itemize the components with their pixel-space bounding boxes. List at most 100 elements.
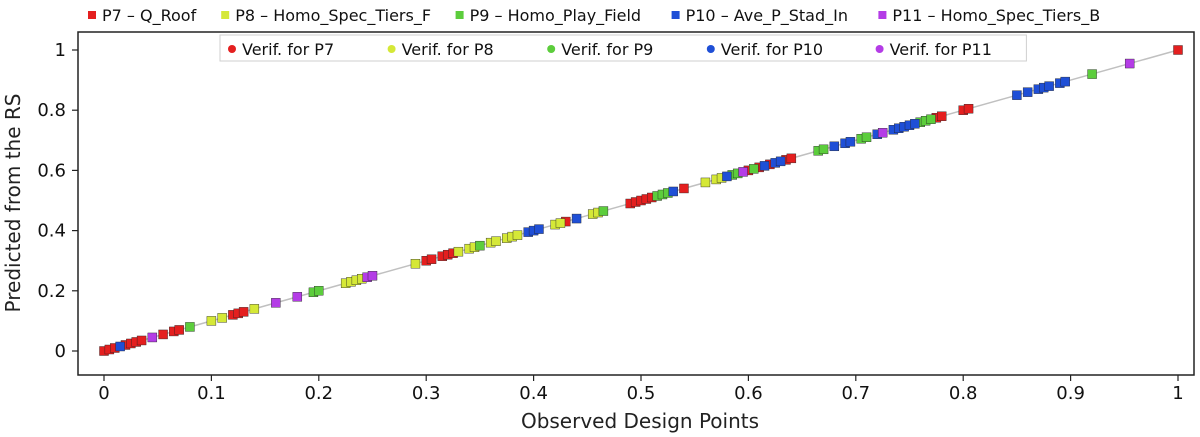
- data-point: [1124, 58, 1135, 69]
- legend-marker-circle: [706, 45, 715, 53]
- data-point: [749, 164, 759, 174]
- data-point: [700, 177, 711, 188]
- data-point: [206, 316, 217, 326]
- legend-label: Verif. for P10: [721, 40, 823, 59]
- legend-item[interactable]: P8 – Homo_Spec_Tiers_F: [221, 6, 431, 26]
- data-point: [426, 254, 437, 264]
- data-point: [534, 224, 544, 234]
- legend-marker-circle: [387, 45, 396, 53]
- data-point: [1173, 45, 1183, 55]
- x-tick-label: 0.7: [841, 383, 870, 404]
- legend-item-verification[interactable]: Verif. for P8: [387, 40, 494, 59]
- data-point: [249, 304, 260, 314]
- data-point: [775, 156, 786, 167]
- data-point: [937, 111, 947, 121]
- data-point: [679, 183, 689, 194]
- data-point: [786, 153, 797, 164]
- data-point: [963, 103, 974, 114]
- legend-label: P10 – Ave_P_Stad_In: [686, 6, 848, 26]
- x-tick-label: 0.2: [304, 383, 333, 404]
- data-point: [367, 271, 378, 281]
- x-tick-label: 1: [1172, 383, 1183, 404]
- data-point: [1012, 90, 1022, 100]
- legend-item-verification[interactable]: Verif. for P7: [228, 40, 334, 59]
- legend-item-verification[interactable]: Verif. for P11: [875, 40, 992, 59]
- data-point: [475, 240, 485, 251]
- legend-item[interactable]: P9 – Homo_Play_Field: [455, 6, 641, 26]
- data-point: [926, 114, 936, 124]
- axis-ticks: 0 0.1 0.2 0.3 0.4 0.5 0.6 0.7 0.8 0.9 1 0 0.2 0.4 0.6 0…: [37, 40, 1183, 404]
- legend-label: P8 – Homo_Spec_Tiers_F: [235, 6, 431, 26]
- data-point: [571, 213, 582, 224]
- legend-item-verification[interactable]: Verif. for P10: [706, 40, 823, 59]
- data-point: [115, 341, 125, 352]
- data-point: [158, 329, 168, 340]
- y-tick-label: 0.6: [37, 160, 66, 181]
- data-point: [174, 325, 184, 335]
- legend-marker-circle: [228, 45, 236, 53]
- legend-item-verification[interactable]: Verif. for P9: [547, 40, 653, 59]
- y-tick-label: 0.2: [37, 281, 66, 302]
- data-point: [512, 230, 523, 240]
- legend-label: Verif. for P11: [890, 40, 992, 59]
- data-point: [668, 186, 678, 197]
- data-point: [845, 137, 856, 147]
- data-point: [136, 335, 147, 346]
- legend-label: P11 – Homo_Spec_Tiers_B: [892, 6, 1100, 26]
- data-point: [1022, 87, 1033, 97]
- data-points: [99, 45, 1183, 356]
- data-point: [453, 246, 464, 257]
- x-tick-label: 0.1: [197, 383, 226, 404]
- data-point: [1044, 81, 1054, 91]
- legend-marker-square: [878, 11, 887, 19]
- data-point: [555, 218, 566, 228]
- data-point: [271, 298, 281, 308]
- data-point: [1087, 69, 1097, 79]
- legend-label: P9 – Homo_Play_Field: [470, 6, 641, 26]
- legend-marker-circle: [547, 45, 556, 53]
- data-point: [314, 286, 324, 296]
- legend-label: Verif. for P8: [402, 40, 494, 59]
- x-tick-label: 0.4: [519, 383, 548, 404]
- legend-label: P7 – Q_Roof: [102, 6, 197, 26]
- legend-item[interactable]: P7 – Q_Roof: [88, 6, 197, 26]
- data-point: [1060, 76, 1070, 87]
- legend-marker-square: [221, 11, 230, 19]
- legend-verification[interactable]: Verif. for P7 Verif. for P8 Verif. for P9 V…: [219, 34, 1027, 62]
- data-point: [829, 141, 840, 152]
- legend-label: Verif. for P7: [242, 40, 334, 59]
- legend-box: [80, 1, 1112, 27]
- legend-marker-circle: [875, 45, 884, 53]
- legend-item[interactable]: P10 – Ave_P_Stad_In: [671, 6, 848, 26]
- y-tick-label: 1: [55, 40, 66, 61]
- data-point: [861, 132, 872, 142]
- legend-marker-square: [88, 11, 96, 19]
- x-tick-label: 0.3: [412, 383, 441, 404]
- x-tick-label: 0.5: [627, 383, 656, 404]
- x-axis-title: Observed Design Points: [521, 409, 759, 433]
- y-axis-title: Predicted from the RS: [1, 94, 25, 313]
- legend-marker-square: [671, 11, 680, 19]
- data-point: [147, 332, 158, 343]
- data-point: [217, 313, 227, 323]
- data-point: [910, 119, 920, 129]
- x-tick-label: 0.8: [949, 383, 978, 404]
- x-tick-label: 0: [98, 383, 109, 404]
- legend-marker-square: [455, 11, 464, 19]
- data-point: [738, 167, 748, 177]
- data-point: [598, 206, 609, 216]
- data-point: [877, 128, 888, 138]
- x-tick-label: 0.6: [734, 383, 763, 404]
- data-point: [292, 292, 303, 302]
- y-tick-label: 0.8: [37, 100, 66, 121]
- y-tick-label: 0: [55, 341, 66, 362]
- data-point: [491, 236, 501, 246]
- data-point: [722, 171, 732, 182]
- data-point: [759, 161, 770, 171]
- legend-box: [219, 34, 1027, 62]
- legend-item[interactable]: P11 – Homo_Spec_Tiers_B: [878, 6, 1100, 26]
- legend-primary: P7 – Q_Roof P8 – Homo_Spec_Tiers_F P9 – Ho…: [80, 1, 1112, 27]
- data-point: [238, 307, 249, 317]
- data-point: [185, 322, 195, 332]
